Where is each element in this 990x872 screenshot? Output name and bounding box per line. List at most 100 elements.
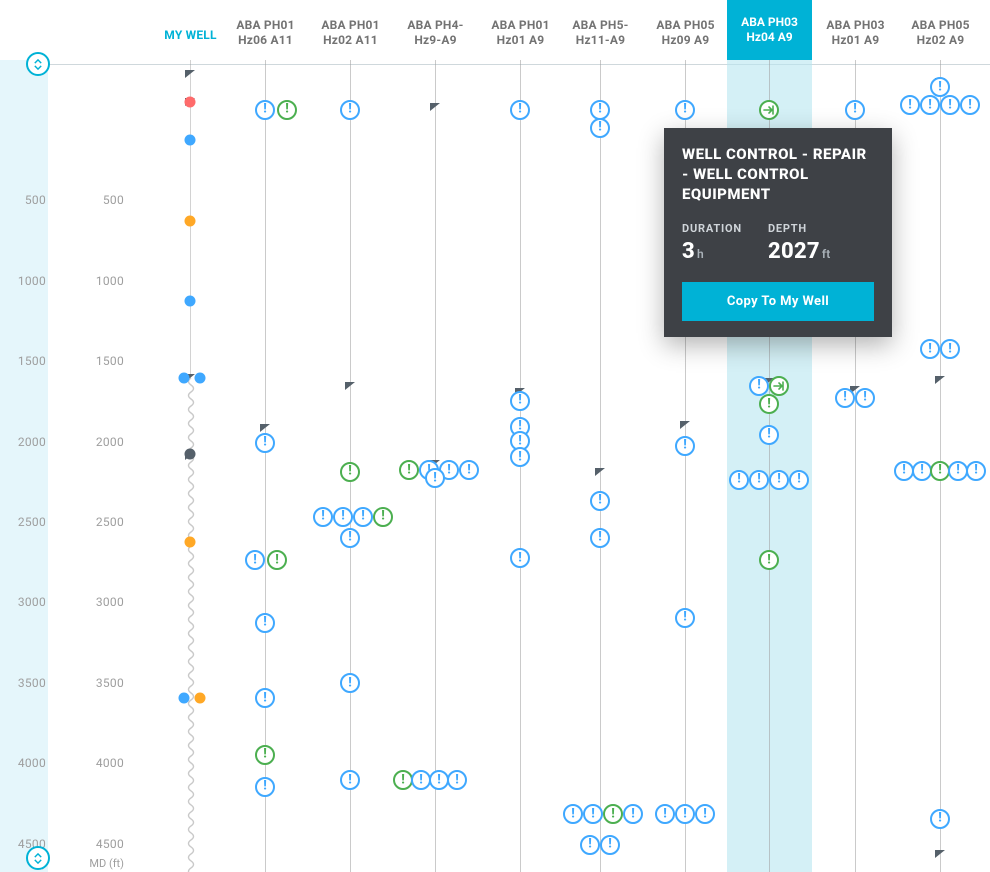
event-alert-icon[interactable]: ! bbox=[600, 835, 620, 855]
event-alert-icon[interactable]: ! bbox=[267, 550, 287, 570]
event-alert-icon[interactable]: ! bbox=[255, 433, 275, 453]
event-alert-icon[interactable]: ! bbox=[580, 835, 600, 855]
event-alert-icon[interactable]: ! bbox=[948, 461, 968, 481]
event-alert-icon[interactable]: ! bbox=[675, 804, 695, 824]
event-alert-icon[interactable]: ! bbox=[845, 100, 865, 120]
axis-tick: 2500 bbox=[96, 515, 124, 529]
event-alert-icon[interactable]: ! bbox=[655, 804, 675, 824]
event-alert-icon[interactable]: ! bbox=[510, 391, 530, 411]
event-alert-icon[interactable]: ! bbox=[399, 460, 419, 480]
mywell-marker-dot[interactable] bbox=[195, 372, 206, 383]
event-alert-icon[interactable]: ! bbox=[759, 425, 779, 445]
event-alert-icon[interactable]: ! bbox=[245, 550, 265, 570]
event-arrow-icon[interactable] bbox=[769, 376, 789, 396]
column-header[interactable]: ABA PH05Hz09 A9 bbox=[643, 18, 728, 48]
event-alert-icon[interactable]: ! bbox=[759, 550, 779, 570]
event-alert-icon[interactable]: ! bbox=[583, 804, 603, 824]
column-header[interactable]: ABA PH01Hz02 A11 bbox=[308, 18, 393, 48]
mywell-marker-dot[interactable] bbox=[195, 693, 206, 704]
event-alert-icon[interactable]: ! bbox=[894, 461, 914, 481]
event-alert-icon[interactable]: ! bbox=[920, 339, 940, 359]
event-alert-icon[interactable]: ! bbox=[429, 770, 449, 790]
axis-tick: 3000 bbox=[96, 595, 124, 609]
mywell-marker-dot[interactable] bbox=[185, 135, 196, 146]
event-alert-icon[interactable]: ! bbox=[940, 95, 960, 115]
event-alert-icon[interactable]: ! bbox=[855, 388, 875, 408]
event-alert-icon[interactable]: ! bbox=[960, 95, 980, 115]
event-alert-icon[interactable]: ! bbox=[749, 470, 769, 490]
event-alert-icon[interactable]: ! bbox=[920, 95, 940, 115]
event-alert-icon[interactable]: ! bbox=[900, 95, 920, 115]
mywell-marker-dot[interactable] bbox=[185, 215, 196, 226]
column-header-active[interactable]: ABA PH03Hz04 A9 bbox=[727, 0, 812, 60]
event-alert-icon[interactable]: ! bbox=[277, 100, 297, 120]
event-alert-icon[interactable]: ! bbox=[930, 809, 950, 829]
column-header[interactable]: ABA PH5-Hz11-A9 bbox=[558, 18, 643, 48]
event-alert-icon[interactable]: ! bbox=[340, 673, 360, 693]
event-alert-icon[interactable]: ! bbox=[411, 770, 431, 790]
event-alert-icon[interactable]: ! bbox=[759, 394, 779, 414]
mywell-marker-dot[interactable] bbox=[185, 96, 196, 107]
event-alert-icon[interactable]: ! bbox=[255, 613, 275, 633]
tooltip-depth-value: 2027 bbox=[768, 239, 820, 264]
event-alert-icon[interactable]: ! bbox=[255, 745, 275, 765]
event-alert-icon[interactable]: ! bbox=[340, 770, 360, 790]
event-alert-icon[interactable]: ! bbox=[835, 388, 855, 408]
event-alert-icon[interactable]: ! bbox=[912, 461, 932, 481]
column-header[interactable]: ABA PH03Hz01 A9 bbox=[813, 18, 898, 48]
event-alert-icon[interactable]: ! bbox=[590, 118, 610, 138]
event-alert-icon[interactable]: ! bbox=[333, 507, 353, 527]
event-alert-icon[interactable]: ! bbox=[340, 462, 360, 482]
event-alert-icon[interactable]: ! bbox=[675, 436, 695, 456]
event-alert-icon[interactable]: ! bbox=[373, 507, 393, 527]
event-alert-icon[interactable]: ! bbox=[603, 804, 623, 824]
event-alert-icon[interactable]: ! bbox=[675, 100, 695, 120]
event-alert-icon[interactable]: ! bbox=[789, 470, 809, 490]
event-alert-icon[interactable]: ! bbox=[729, 470, 749, 490]
event-alert-icon[interactable]: ! bbox=[675, 608, 695, 628]
event-alert-icon[interactable]: ! bbox=[510, 548, 530, 568]
event-alert-icon[interactable]: ! bbox=[590, 528, 610, 548]
event-alert-icon[interactable]: ! bbox=[340, 100, 360, 120]
event-alert-icon[interactable]: ! bbox=[340, 528, 360, 548]
event-alert-icon[interactable]: ! bbox=[255, 777, 275, 797]
mywell-marker-dot[interactable] bbox=[185, 537, 196, 548]
axis-unit-label: MD (ft) bbox=[89, 857, 124, 870]
mywell-marker-dot[interactable] bbox=[185, 448, 196, 459]
casing-flag-icon bbox=[935, 376, 945, 384]
column-header[interactable]: ABA PH05Hz02 A9 bbox=[898, 18, 983, 48]
scroll-down-button[interactable] bbox=[26, 846, 50, 870]
event-alert-icon[interactable]: ! bbox=[769, 470, 789, 490]
event-alert-icon[interactable]: ! bbox=[447, 770, 467, 790]
mywell-marker-dot[interactable] bbox=[179, 372, 190, 383]
event-alert-icon[interactable]: ! bbox=[425, 468, 445, 488]
event-arrow-icon[interactable] bbox=[759, 100, 779, 120]
scroll-up-button[interactable] bbox=[26, 52, 50, 76]
axis-tick: 1500 bbox=[18, 354, 46, 368]
mywell-marker-dot[interactable] bbox=[179, 693, 190, 704]
event-alert-icon[interactable]: ! bbox=[510, 100, 530, 120]
event-alert-icon[interactable]: ! bbox=[459, 460, 479, 480]
column-header[interactable]: ABA PH01Hz06 A11 bbox=[223, 18, 308, 48]
event-alert-icon[interactable]: ! bbox=[590, 491, 610, 511]
event-alert-icon[interactable]: ! bbox=[313, 507, 333, 527]
mywell-marker-dot[interactable] bbox=[185, 296, 196, 307]
event-alert-icon[interactable]: ! bbox=[940, 339, 960, 359]
event-alert-icon[interactable]: ! bbox=[563, 804, 583, 824]
column-header-mywell[interactable]: MY WELL bbox=[148, 28, 233, 43]
axis-tick: 2000 bbox=[18, 435, 46, 449]
event-alert-icon[interactable]: ! bbox=[930, 461, 950, 481]
event-alert-icon[interactable]: ! bbox=[966, 461, 986, 481]
event-alert-icon[interactable]: ! bbox=[393, 770, 413, 790]
depth-axis: 50010001500200025003000350040004500(ft) bbox=[0, 120, 50, 872]
column-header[interactable]: ABA PH01Hz01 A9 bbox=[478, 18, 563, 48]
event-alert-icon[interactable]: ! bbox=[695, 804, 715, 824]
copy-to-my-well-button[interactable]: Copy To My Well bbox=[682, 282, 874, 321]
event-alert-icon[interactable]: ! bbox=[255, 100, 275, 120]
event-alert-icon[interactable]: ! bbox=[749, 376, 769, 396]
event-alert-icon[interactable]: ! bbox=[510, 447, 530, 467]
event-alert-icon[interactable]: ! bbox=[255, 688, 275, 708]
event-alert-icon[interactable]: ! bbox=[623, 804, 643, 824]
event-alert-icon[interactable]: ! bbox=[353, 507, 373, 527]
column-header[interactable]: ABA PH4-Hz9-A9 bbox=[393, 18, 478, 48]
